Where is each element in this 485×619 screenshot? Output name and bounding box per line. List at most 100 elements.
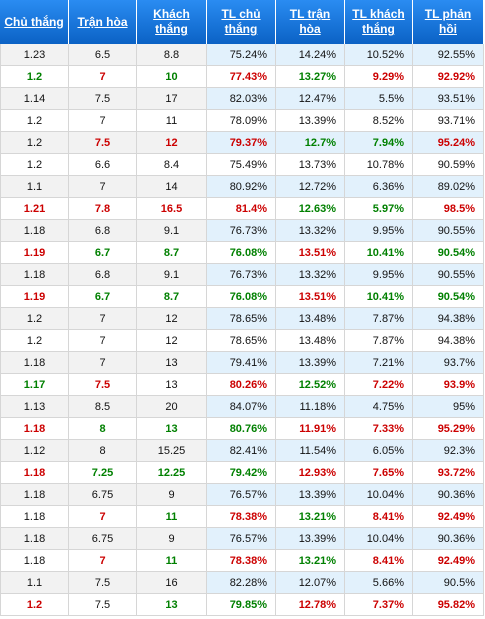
cell-draw-odds: 6.75 bbox=[69, 528, 137, 550]
cell-home-win-odds: 1.2 bbox=[0, 330, 69, 352]
cell-return-rate: 92.49% bbox=[413, 506, 484, 528]
cell-away-win-odds: 9.1 bbox=[137, 220, 207, 242]
cell-return-rate: 90.36% bbox=[413, 528, 484, 550]
cell-draw-rate: 13.48% bbox=[276, 308, 345, 330]
cell-away-win-rate: 8.41% bbox=[345, 550, 413, 572]
cell-home-win-odds: 1.19 bbox=[0, 286, 69, 308]
table-row: 1.18 6.8 9.1 76.73% 13.32% 9.95% 90.55% bbox=[0, 264, 484, 286]
cell-draw-rate: 12.47% bbox=[276, 88, 345, 110]
cell-away-win-odds: 9 bbox=[137, 528, 207, 550]
cell-home-win-rate: 78.65% bbox=[207, 308, 276, 330]
cell-draw-rate: 12.63% bbox=[276, 198, 345, 220]
cell-away-win-odds: 11 bbox=[137, 506, 207, 528]
cell-return-rate: 90.54% bbox=[413, 286, 484, 308]
cell-away-win-rate: 7.33% bbox=[345, 418, 413, 440]
cell-return-rate: 92.92% bbox=[413, 66, 484, 88]
table-row: 1.2 6.6 8.4 75.49% 13.73% 10.78% 90.59% bbox=[0, 154, 484, 176]
cell-home-win-odds: 1.17 bbox=[0, 374, 69, 396]
cell-return-rate: 92.49% bbox=[413, 550, 484, 572]
cell-home-win-rate: 76.57% bbox=[207, 484, 276, 506]
cell-home-win-rate: 80.76% bbox=[207, 418, 276, 440]
cell-away-win-odds: 13 bbox=[137, 418, 207, 440]
table-row: 1.12 8 15.25 82.41% 11.54% 6.05% 92.3% bbox=[0, 440, 484, 462]
table-row: 1.21 7.8 16.5 81.4% 12.63% 5.97% 98.5% bbox=[0, 198, 484, 220]
cell-home-win-rate: 76.73% bbox=[207, 220, 276, 242]
cell-away-win-rate: 10.41% bbox=[345, 242, 413, 264]
cell-home-win-odds: 1.12 bbox=[0, 440, 69, 462]
cell-home-win-rate: 75.24% bbox=[207, 44, 276, 66]
header-draw[interactable]: Trận hòa bbox=[69, 0, 137, 44]
cell-return-rate: 93.51% bbox=[413, 88, 484, 110]
cell-return-rate: 90.36% bbox=[413, 484, 484, 506]
header-away-win-rate[interactable]: TL khách thắng bbox=[345, 0, 413, 44]
cell-home-win-odds: 1.18 bbox=[0, 264, 69, 286]
cell-away-win-rate: 10.04% bbox=[345, 484, 413, 506]
cell-away-win-odds: 8.4 bbox=[137, 154, 207, 176]
cell-home-win-rate: 77.43% bbox=[207, 66, 276, 88]
cell-home-win-odds: 1.21 bbox=[0, 198, 69, 220]
cell-draw-rate: 13.27% bbox=[276, 66, 345, 88]
header-return-rate[interactable]: TL phản hồi bbox=[413, 0, 484, 44]
cell-home-win-odds: 1.2 bbox=[0, 66, 69, 88]
cell-draw-odds: 7.5 bbox=[69, 88, 137, 110]
header-home-win-rate[interactable]: TL chủ thắng bbox=[207, 0, 276, 44]
cell-draw-odds: 6.75 bbox=[69, 484, 137, 506]
cell-return-rate: 93.71% bbox=[413, 110, 484, 132]
cell-draw-odds: 8 bbox=[69, 418, 137, 440]
cell-return-rate: 90.55% bbox=[413, 220, 484, 242]
cell-home-win-rate: 79.85% bbox=[207, 594, 276, 616]
table-row: 1.2 7.5 12 79.37% 12.7% 7.94% 95.24% bbox=[0, 132, 484, 154]
table-row: 1.13 8.5 20 84.07% 11.18% 4.75% 95% bbox=[0, 396, 484, 418]
cell-home-win-odds: 1.1 bbox=[0, 572, 69, 594]
cell-home-win-odds: 1.23 bbox=[0, 44, 69, 66]
cell-home-win-rate: 76.73% bbox=[207, 264, 276, 286]
table-row: 1.1 7.5 16 82.28% 12.07% 5.66% 90.5% bbox=[0, 572, 484, 594]
cell-draw-odds: 6.7 bbox=[69, 242, 137, 264]
cell-home-win-odds: 1.18 bbox=[0, 462, 69, 484]
cell-draw-odds: 7 bbox=[69, 308, 137, 330]
cell-return-rate: 95.82% bbox=[413, 594, 484, 616]
cell-home-win-rate: 79.41% bbox=[207, 352, 276, 374]
cell-home-win-odds: 1.14 bbox=[0, 88, 69, 110]
header-draw-rate[interactable]: TL trận hòa bbox=[276, 0, 345, 44]
cell-return-rate: 90.54% bbox=[413, 242, 484, 264]
cell-home-win-odds: 1.2 bbox=[0, 594, 69, 616]
cell-return-rate: 92.3% bbox=[413, 440, 484, 462]
cell-draw-rate: 12.93% bbox=[276, 462, 345, 484]
cell-away-win-odds: 17 bbox=[137, 88, 207, 110]
table-row: 1.2 7 12 78.65% 13.48% 7.87% 94.38% bbox=[0, 308, 484, 330]
cell-draw-odds: 7 bbox=[69, 550, 137, 572]
cell-home-win-odds: 1.18 bbox=[0, 506, 69, 528]
cell-home-win-rate: 76.08% bbox=[207, 242, 276, 264]
table-row: 1.18 6.75 9 76.57% 13.39% 10.04% 90.36% bbox=[0, 528, 484, 550]
header-row: Chủ thắng Trận hòa Khách thắng TL chủ th… bbox=[0, 0, 484, 44]
cell-away-win-odds: 16.5 bbox=[137, 198, 207, 220]
cell-return-rate: 89.02% bbox=[413, 176, 484, 198]
cell-home-win-rate: 79.42% bbox=[207, 462, 276, 484]
cell-home-win-odds: 1.18 bbox=[0, 528, 69, 550]
cell-draw-odds: 6.5 bbox=[69, 44, 137, 66]
table-body: 1.23 6.5 8.8 75.24% 14.24% 10.52% 92.55% 1.2 7 10… bbox=[0, 44, 484, 616]
cell-return-rate: 98.5% bbox=[413, 198, 484, 220]
header-home-win[interactable]: Chủ thắng bbox=[0, 0, 69, 44]
cell-draw-rate: 13.73% bbox=[276, 154, 345, 176]
cell-away-win-odds: 20 bbox=[137, 396, 207, 418]
cell-home-win-odds: 1.2 bbox=[0, 308, 69, 330]
cell-home-win-rate: 78.65% bbox=[207, 330, 276, 352]
cell-draw-rate: 13.39% bbox=[276, 484, 345, 506]
cell-away-win-rate: 7.87% bbox=[345, 308, 413, 330]
cell-draw-odds: 6.8 bbox=[69, 220, 137, 242]
cell-away-win-odds: 14 bbox=[137, 176, 207, 198]
cell-draw-odds: 7 bbox=[69, 330, 137, 352]
cell-home-win-rate: 82.41% bbox=[207, 440, 276, 462]
cell-away-win-rate: 9.29% bbox=[345, 66, 413, 88]
cell-away-win-odds: 12 bbox=[137, 330, 207, 352]
cell-draw-rate: 12.52% bbox=[276, 374, 345, 396]
table-row: 1.18 8 13 80.76% 11.91% 7.33% 95.29% bbox=[0, 418, 484, 440]
header-away-win[interactable]: Khách thắng bbox=[137, 0, 207, 44]
table-row: 1.1 7 14 80.92% 12.72% 6.36% 89.02% bbox=[0, 176, 484, 198]
cell-away-win-rate: 6.05% bbox=[345, 440, 413, 462]
cell-return-rate: 90.5% bbox=[413, 572, 484, 594]
cell-away-win-rate: 8.52% bbox=[345, 110, 413, 132]
